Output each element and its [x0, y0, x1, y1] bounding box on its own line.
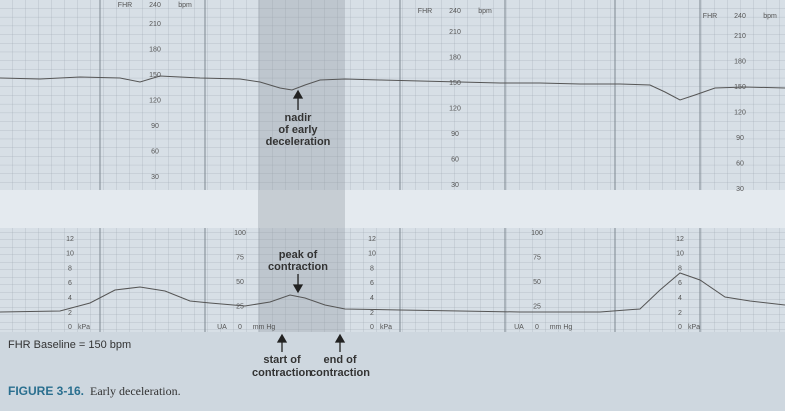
scale-label: UA [514, 324, 524, 331]
contraction-band [258, 0, 345, 332]
scale-tick: 60 [451, 156, 459, 163]
scale-unit: kPa [688, 324, 700, 331]
scale-zero: 0 [370, 324, 374, 331]
scale-tick: 8 [370, 265, 374, 272]
scale-tick: 100 [531, 230, 543, 237]
annotation: deceleration [266, 136, 331, 148]
scale-tick: 4 [68, 295, 72, 302]
scale-tick: 90 [451, 131, 459, 138]
scale-tick: 8 [68, 265, 72, 272]
scale-label: UA [217, 324, 227, 331]
scale-unit: kPa [78, 324, 90, 331]
annotation: peak of [279, 249, 318, 261]
annotation: contraction [268, 261, 328, 273]
caption-text: Early deceleration. [90, 384, 181, 398]
scale-unit: mm Hg [550, 324, 573, 331]
caption-label: FIGURE 3-16. [8, 384, 84, 398]
scale-tick: 150 [449, 80, 461, 87]
scale-tick: 50 [236, 279, 244, 286]
scale-tick: 25 [236, 303, 244, 310]
scale-tick: 2 [678, 310, 682, 317]
baseline-note: FHR Baseline = 150 bpm [8, 339, 131, 351]
scale-tick: 150 [734, 84, 746, 91]
scale-tick: 6 [370, 280, 374, 287]
scale-tick: 2 [370, 310, 374, 317]
scale-zero: 0 [68, 324, 72, 331]
scale-tick: 12 [368, 236, 376, 243]
scale-tick: 30 [451, 182, 459, 189]
scale-tick: 180 [734, 58, 746, 65]
annotation: end of [324, 354, 357, 366]
scale-tick: 4 [370, 295, 374, 302]
annotation: nadir [285, 112, 313, 124]
scale-tick: 75 [533, 254, 541, 261]
scale-tick: 60 [736, 160, 744, 167]
scale-tick: 12 [676, 236, 684, 243]
scale-tick: 4 [678, 295, 682, 302]
annotation: of early [278, 124, 318, 136]
scale-tick: 25 [533, 303, 541, 310]
scale-tick: 90 [151, 123, 159, 130]
scale-tick: 210 [149, 21, 161, 28]
scale-tick: 180 [449, 54, 461, 61]
scale-tick: 12 [66, 236, 74, 243]
scale-unit: mm Hg [253, 324, 276, 331]
scale-tick: 60 [151, 148, 159, 155]
scale-tick: 90 [736, 135, 744, 142]
scale-tick: 10 [676, 251, 684, 258]
scale-tick: 50 [533, 279, 541, 286]
scale-tick: 6 [68, 280, 72, 287]
figure: FHR240bpm210180150120906030FHR240bpm2101… [0, 0, 785, 411]
scale-header: bpm [178, 2, 192, 9]
scale-zero: 0 [535, 324, 539, 331]
scale-tick: 75 [236, 254, 244, 261]
scale-header: 240 [149, 2, 161, 9]
scale-tick: 120 [734, 109, 746, 116]
annotation: contraction [252, 367, 312, 379]
scale-tick: 210 [734, 33, 746, 40]
scale-header: FHR [418, 8, 432, 15]
scale-header: FHR [118, 2, 132, 9]
scale-zero: 0 [238, 324, 242, 331]
scale-tick: 100 [234, 230, 246, 237]
fhr-grid [0, 0, 785, 190]
scale-header: FHR [703, 13, 717, 20]
scale-tick: 2 [68, 310, 72, 317]
scale-tick: 10 [368, 251, 376, 258]
scale-tick: 120 [149, 97, 161, 104]
scale-header: 240 [449, 8, 461, 15]
scale-tick: 8 [678, 265, 682, 272]
ua-grid [0, 228, 785, 332]
scale-header: bpm [478, 8, 492, 15]
scale-unit: kPa [380, 324, 392, 331]
annotation: start of [263, 354, 301, 366]
scale-tick: 6 [678, 280, 682, 287]
scale-tick: 10 [66, 251, 74, 258]
annotation: contraction [310, 367, 370, 379]
scale-zero: 0 [678, 324, 682, 331]
scale-tick: 120 [449, 105, 461, 112]
scale-tick: 180 [149, 46, 161, 53]
scale-header: bpm [763, 13, 777, 20]
strip-gap [0, 190, 785, 228]
scale-tick: 210 [449, 29, 461, 36]
scale-tick: 150 [149, 72, 161, 79]
scale-tick: 30 [736, 186, 744, 193]
scale-header: 240 [734, 13, 746, 20]
scale-tick: 30 [151, 174, 159, 181]
